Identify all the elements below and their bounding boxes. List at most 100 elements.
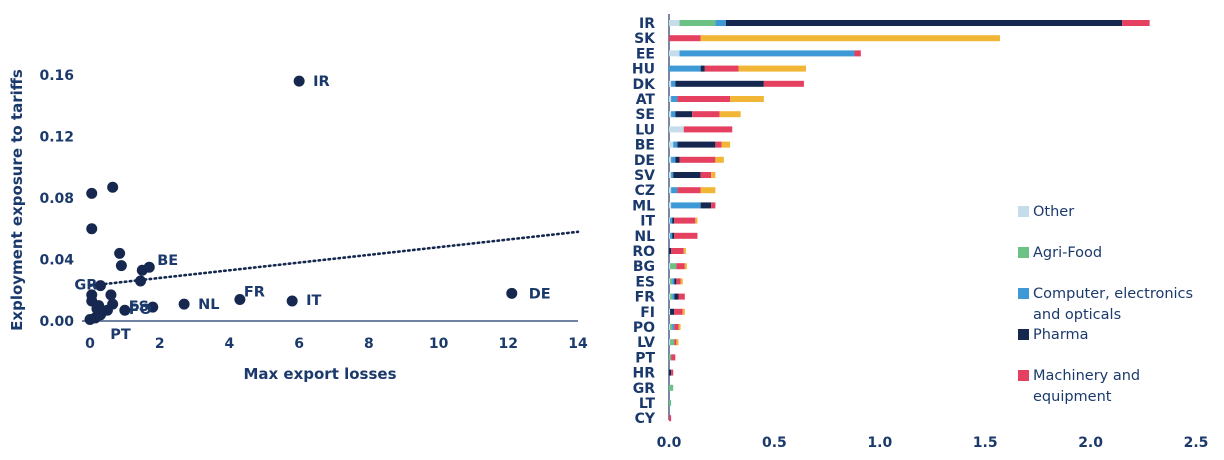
bar-segment xyxy=(669,384,674,391)
bar-segment xyxy=(700,65,705,72)
bar-segment xyxy=(700,35,1000,42)
category-label: FR xyxy=(635,290,656,306)
bar-segment xyxy=(675,156,680,163)
bar-segment xyxy=(674,339,677,346)
bar-segment xyxy=(700,172,712,178)
bar-segment xyxy=(669,156,672,163)
scatter-point xyxy=(506,287,518,299)
legend-label: Other xyxy=(1033,204,1074,220)
scatter-point xyxy=(94,309,106,321)
point-label: PT xyxy=(110,327,131,343)
bar-segment xyxy=(671,248,684,254)
bar-segment xyxy=(674,324,679,330)
x-tick-label: 1.5 xyxy=(973,435,998,451)
bar-segment xyxy=(682,308,685,315)
x-tick-label: 2.5 xyxy=(1184,435,1209,451)
bar-segment xyxy=(669,248,672,254)
point-label: FR xyxy=(244,284,265,300)
bar-segment xyxy=(1122,20,1150,26)
point-label: IT xyxy=(306,293,321,309)
trend-line xyxy=(88,230,580,287)
x-tick-label: 0 xyxy=(85,336,95,352)
bar-segment xyxy=(669,20,680,26)
bar-segment xyxy=(669,172,672,178)
bar-segment xyxy=(669,111,672,118)
bar-segment xyxy=(674,293,679,300)
scatter-point xyxy=(107,181,119,193)
y-tick-label: 0.00 xyxy=(39,314,74,330)
category-label: DE xyxy=(634,153,655,169)
bar-segment xyxy=(669,80,672,87)
bar-segment xyxy=(671,354,676,361)
category-label: SK xyxy=(634,31,656,47)
category-label: BG xyxy=(633,259,655,275)
bar-segment xyxy=(683,126,733,133)
bar-segment xyxy=(738,65,807,72)
bar-segment xyxy=(721,141,731,148)
category-label: GR xyxy=(633,381,655,397)
bar-segment xyxy=(730,96,764,102)
x-tick-label: 8 xyxy=(364,336,374,352)
x-tick-label: 1.0 xyxy=(867,435,892,451)
category-label: HR xyxy=(633,366,656,382)
category-label: FI xyxy=(640,305,655,321)
bar-segment xyxy=(670,339,675,346)
bar-segment xyxy=(671,187,678,194)
bar-segment xyxy=(669,50,680,57)
legend-label: Machinery and equipment xyxy=(1033,368,1140,405)
legend-swatch xyxy=(1018,329,1029,340)
category-label: CY xyxy=(635,411,656,427)
bar-segment xyxy=(675,111,693,118)
bar-segment xyxy=(669,217,671,224)
category-label: CZ xyxy=(635,183,655,199)
x-tick-label: 0.0 xyxy=(657,435,682,451)
bar-segment xyxy=(671,80,676,87)
category-label: LT xyxy=(639,396,656,412)
bar-segment xyxy=(670,308,675,315)
scatter-point xyxy=(115,260,127,272)
bar-segment xyxy=(669,263,671,270)
y-tick-label: 0.08 xyxy=(39,191,74,207)
bar-segment xyxy=(669,232,671,239)
bar-segment xyxy=(719,111,741,118)
category-label: NL xyxy=(634,229,655,245)
bar-segment xyxy=(674,308,683,315)
bar-segment xyxy=(670,278,673,285)
scatter-point xyxy=(234,293,246,305)
category-label: SE xyxy=(635,107,655,123)
point-label: IR xyxy=(313,74,330,90)
category-label: EE xyxy=(636,46,655,62)
bar-segment xyxy=(669,202,672,209)
bar-segment xyxy=(684,263,687,270)
category-label: PT xyxy=(635,350,655,366)
legend-label: Agri-Food xyxy=(1033,245,1102,261)
x-tick-label: 2 xyxy=(155,336,165,352)
bar-segment xyxy=(711,202,716,209)
category-label: BE xyxy=(635,138,655,154)
point-label: DE xyxy=(529,286,551,302)
bar-segment xyxy=(672,232,675,239)
category-label: DK xyxy=(633,77,657,93)
scatter-point xyxy=(119,304,131,316)
bar-segment xyxy=(692,111,720,118)
bar-segment xyxy=(711,172,716,178)
bar-segment xyxy=(671,111,676,118)
bar-segment xyxy=(669,65,701,72)
bar-segment xyxy=(672,278,675,285)
x-tick-label: 6 xyxy=(294,336,304,352)
legend-swatch xyxy=(1018,247,1029,258)
bar-segment xyxy=(669,293,671,300)
category-label: ES xyxy=(635,274,655,290)
y-tick-label: 0.04 xyxy=(39,253,74,269)
bar-segment xyxy=(669,308,671,315)
bar-segment xyxy=(673,172,701,178)
bar-segment xyxy=(669,126,684,133)
bar-segment xyxy=(715,141,722,148)
legend-swatch xyxy=(1018,288,1029,299)
legend-swatch xyxy=(1018,370,1029,381)
x-tick-label: 14 xyxy=(568,336,588,352)
category-label: ML xyxy=(632,198,655,214)
category-label: AT xyxy=(636,92,656,108)
bar-segment xyxy=(671,156,676,163)
y-tick-label: 0.16 xyxy=(39,68,74,84)
